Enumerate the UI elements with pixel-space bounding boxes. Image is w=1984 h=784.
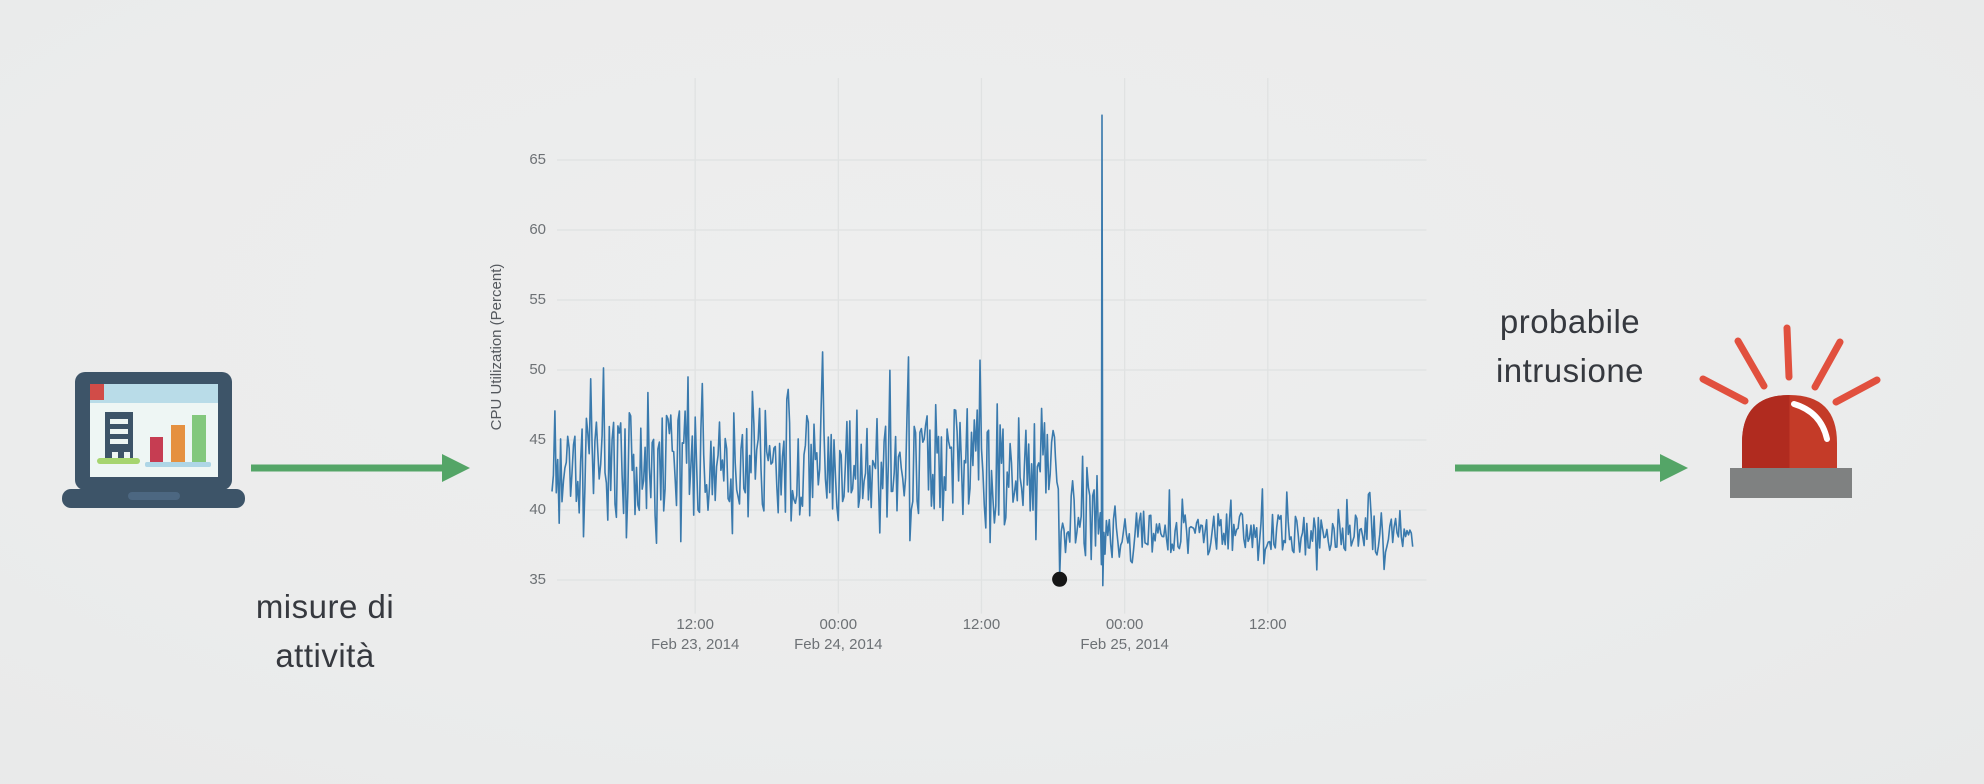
x-tick-label: 00:00 Feb 24, 2014 [794, 616, 883, 653]
laptop-base-notch [128, 492, 180, 500]
y-tick-label: 60 [529, 221, 546, 238]
y-tick-label: 50 [529, 361, 546, 378]
siren-base [1730, 468, 1852, 498]
dashboard-building-icon [97, 412, 140, 464]
dashboard-bar-chart-icon [145, 415, 211, 467]
time-series-plot [551, 78, 1427, 614]
alarm-siren-icon [1699, 324, 1881, 498]
arrow-chart-to-alarm-icon [1455, 454, 1688, 482]
x-tick-label: 12:00 Feb 23, 2014 [650, 616, 740, 653]
laptop-titlebar [90, 384, 218, 403]
cpu-utilization-chart: CPU Utilization (Percent) 35 40 45 50 55 60 65… [480, 20, 1460, 680]
right-caption-line2: intrusione [1495, 352, 1645, 389]
y-tick-label: 40 [529, 501, 546, 518]
cpu-series-line [551, 114, 1414, 587]
x-tick-label: 12:00 [962, 616, 1001, 633]
y-tick-label: 45 [529, 431, 546, 448]
siren-highlight [1791, 401, 1830, 442]
alarm-rays [1699, 324, 1881, 406]
left-caption-line2: attività [275, 637, 375, 674]
right-caption: probabile intrusione [1420, 297, 1720, 395]
y-tick-label: 55 [529, 291, 546, 308]
x-tick-label: 00:00 Feb 25, 2014 [1080, 616, 1169, 653]
anomaly-point-marker [1052, 571, 1068, 587]
laptop-titlebar-square [90, 384, 104, 400]
siren-dome-shadow [1742, 395, 1790, 472]
y-tick-label: 65 [529, 151, 546, 168]
left-caption-line1: misure di [255, 588, 395, 625]
arrow-left-to-chart-icon [251, 454, 470, 482]
laptop-analytics-icon [62, 372, 245, 508]
y-tick-label: 35 [529, 571, 546, 588]
x-tick-label: 12:00 [1249, 616, 1287, 633]
right-caption-line1: probabile [1499, 303, 1641, 340]
left-caption: misure di attività [160, 582, 490, 680]
